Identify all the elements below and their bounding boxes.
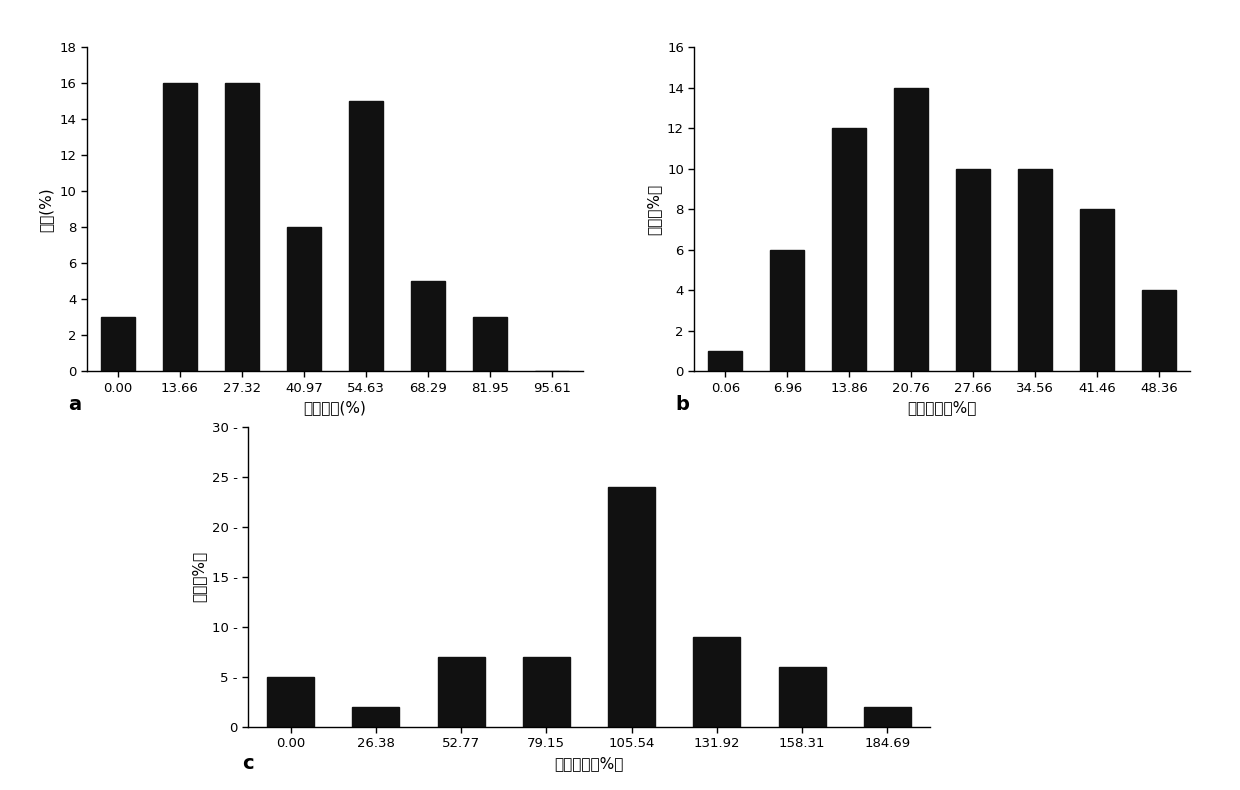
Y-axis label: 频率（%）: 频率（%） (646, 184, 661, 235)
Text: b: b (676, 395, 689, 414)
Y-axis label: 频率(%): 频率(%) (38, 187, 53, 231)
Bar (1142, 290, 1177, 371)
X-axis label: 雌虫指数（%）: 雌虫指数（%） (908, 401, 977, 416)
Bar (608, 487, 655, 727)
Text: c: c (242, 754, 253, 773)
Bar (100, 318, 135, 371)
Bar (956, 169, 991, 371)
Bar (438, 656, 485, 727)
Bar (224, 84, 259, 371)
Bar (523, 656, 570, 727)
Bar (410, 281, 445, 371)
Bar (162, 84, 197, 371)
Bar (267, 677, 314, 727)
Bar (1018, 169, 1053, 371)
X-axis label: 雌虫指数(%): 雌虫指数(%) (304, 401, 366, 416)
Bar (770, 250, 805, 371)
Bar (286, 228, 321, 371)
Bar (693, 637, 740, 727)
Bar (1080, 209, 1115, 371)
Bar (894, 88, 929, 371)
X-axis label: 雌虫指数（%）: 雌虫指数（%） (554, 756, 624, 771)
Bar (708, 351, 743, 371)
Y-axis label: 频率（%）: 频率（%） (191, 551, 206, 602)
Bar (779, 667, 826, 727)
Bar (864, 707, 911, 727)
Bar (352, 707, 399, 727)
Bar (348, 101, 383, 371)
Bar (832, 128, 867, 371)
Bar (472, 318, 507, 371)
Text: a: a (68, 395, 82, 414)
